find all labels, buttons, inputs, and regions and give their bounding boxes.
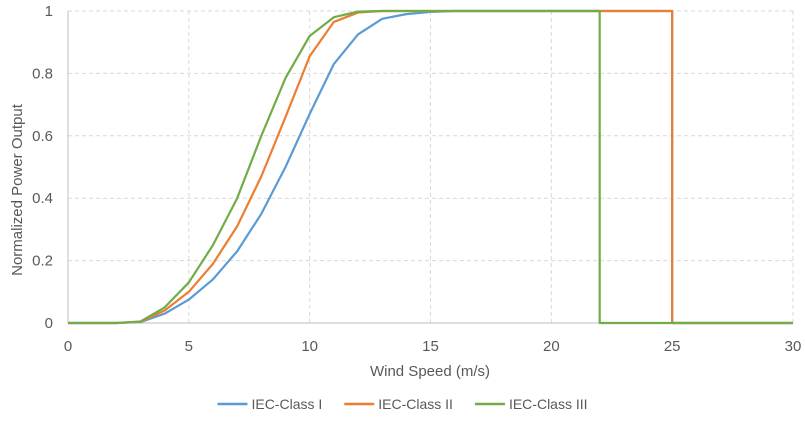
y-tick-label: 0 (45, 315, 53, 332)
x-tick-label: 10 (301, 338, 318, 355)
legend-label: IEC-Class III (509, 396, 588, 412)
series-lines (68, 9, 793, 325)
x-tick-label: 5 (185, 338, 193, 355)
legend: IEC-Class I IEC-Class II IEC-Class III (217, 396, 588, 412)
y-tick-label: 0.6 (32, 128, 53, 145)
x-axis-ticks: 0 5 10 15 20 25 30 (64, 338, 802, 355)
legend-item: IEC-Class II (344, 396, 453, 412)
y-axis-ticks: 0 0.2 0.4 0.6 0.8 1 (32, 3, 53, 332)
legend-item: IEC-Class I (217, 396, 322, 412)
y-tick-label: 0.8 (32, 65, 53, 82)
y-tick-label: 0.2 (32, 253, 53, 270)
x-tick-label: 0 (64, 338, 72, 355)
x-tick-label: 30 (785, 338, 802, 355)
legend-item: IEC-Class III (474, 396, 588, 412)
x-tick-label: 20 (543, 338, 560, 355)
legend-label: IEC-Class I (251, 396, 322, 412)
legend-label: IEC-Class II (378, 396, 453, 412)
x-tick-label: 15 (422, 338, 439, 355)
x-axis-title: Wind Speed (m/s) (370, 363, 490, 380)
x-tick-label: 25 (664, 338, 681, 355)
series-line-3 (68, 9, 793, 325)
y-tick-label: 1 (45, 3, 53, 20)
y-tick-label: 0.4 (32, 190, 53, 207)
gridlines (68, 10, 794, 323)
y-axis-title: Normalized Power Output (9, 103, 26, 276)
